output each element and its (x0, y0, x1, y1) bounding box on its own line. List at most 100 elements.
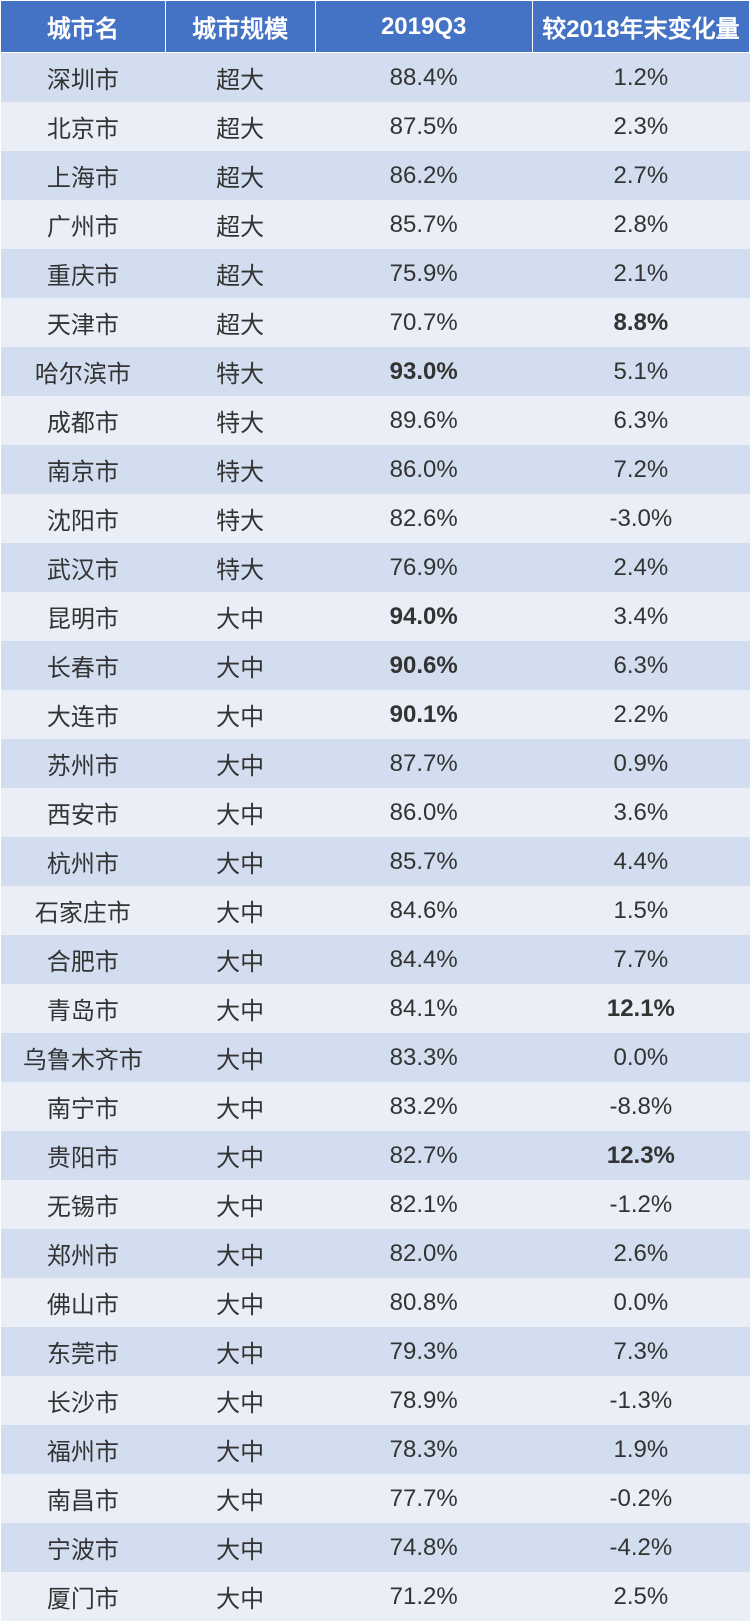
cell-q3: 80.8% (315, 1278, 532, 1327)
table-row: 青岛市大中84.1%12.1% (1, 984, 750, 1033)
cell-change: 2.6% (532, 1229, 749, 1278)
cell-city: 厦门市 (1, 1572, 166, 1621)
cell-city: 天津市 (1, 298, 166, 347)
cell-change: -1.2% (532, 1180, 749, 1229)
cell-q3: 77.7% (315, 1474, 532, 1523)
cell-city: 佛山市 (1, 1278, 166, 1327)
cell-change: 0.9% (532, 739, 749, 788)
cell-change: 2.3% (532, 102, 749, 151)
table-row: 南昌市大中77.7%-0.2% (1, 1474, 750, 1523)
cell-q3: 85.7% (315, 837, 532, 886)
table-row: 石家庄市大中84.6%1.5% (1, 886, 750, 935)
cell-scale: 大中 (165, 739, 315, 788)
table-row: 深圳市超大88.4%1.2% (1, 53, 750, 103)
table-row: 长春市大中90.6%6.3% (1, 641, 750, 690)
cell-scale: 超大 (165, 53, 315, 103)
cell-city: 南宁市 (1, 1082, 166, 1131)
header-change: 较2018年末变化量 (532, 1, 749, 53)
cell-scale: 超大 (165, 249, 315, 298)
table-row: 无锡市大中82.1%-1.2% (1, 1180, 750, 1229)
cell-city: 哈尔滨市 (1, 347, 166, 396)
cell-city: 长沙市 (1, 1376, 166, 1425)
cell-q3: 82.7% (315, 1131, 532, 1180)
cell-scale: 大中 (165, 837, 315, 886)
cell-city: 苏州市 (1, 739, 166, 788)
cell-scale: 超大 (165, 298, 315, 347)
cell-q3: 86.2% (315, 151, 532, 200)
cell-city: 武汉市 (1, 543, 166, 592)
cell-scale: 大中 (165, 984, 315, 1033)
table-row: 成都市特大89.6%6.3% (1, 396, 750, 445)
cell-city: 西安市 (1, 788, 166, 837)
table-row: 杭州市大中85.7%4.4% (1, 837, 750, 886)
cell-change: 2.2% (532, 690, 749, 739)
cell-change: 6.3% (532, 641, 749, 690)
cell-change: -3.0% (532, 494, 749, 543)
cell-change: 1.9% (532, 1425, 749, 1474)
cell-scale: 大中 (165, 1523, 315, 1572)
cell-q3: 85.7% (315, 200, 532, 249)
cell-change: 12.1% (532, 984, 749, 1033)
cell-scale: 大中 (165, 935, 315, 984)
cell-q3: 93.0% (315, 347, 532, 396)
table-row: 贵阳市大中82.7%12.3% (1, 1131, 750, 1180)
table-row: 南京市特大86.0%7.2% (1, 445, 750, 494)
cell-q3: 84.6% (315, 886, 532, 935)
cell-change: 0.0% (532, 1278, 749, 1327)
table-row: 佛山市大中80.8%0.0% (1, 1278, 750, 1327)
cell-change: 0.0% (532, 1033, 749, 1082)
cell-city: 合肥市 (1, 935, 166, 984)
cell-scale: 大中 (165, 886, 315, 935)
cell-q3: 79.3% (315, 1327, 532, 1376)
cell-q3: 94.0% (315, 592, 532, 641)
cell-q3: 71.2% (315, 1572, 532, 1621)
cell-scale: 特大 (165, 445, 315, 494)
cell-change: 1.2% (532, 53, 749, 103)
table-row: 北京市超大87.5%2.3% (1, 102, 750, 151)
cell-scale: 大中 (165, 1327, 315, 1376)
cell-city: 长春市 (1, 641, 166, 690)
cell-city: 东莞市 (1, 1327, 166, 1376)
cell-scale: 大中 (165, 1229, 315, 1278)
cell-city: 沈阳市 (1, 494, 166, 543)
cell-scale: 大中 (165, 1033, 315, 1082)
cell-scale: 大中 (165, 1425, 315, 1474)
cell-scale: 特大 (165, 494, 315, 543)
cell-change: 2.8% (532, 200, 749, 249)
cell-change: 2.5% (532, 1572, 749, 1621)
cell-scale: 大中 (165, 1474, 315, 1523)
cell-change: 6.3% (532, 396, 749, 445)
cell-change: 4.4% (532, 837, 749, 886)
cell-city: 青岛市 (1, 984, 166, 1033)
cell-scale: 特大 (165, 347, 315, 396)
cell-change: 5.1% (532, 347, 749, 396)
header-q3: 2019Q3 (315, 1, 532, 53)
cell-city: 贵阳市 (1, 1131, 166, 1180)
table-row: 大连市大中90.1%2.2% (1, 690, 750, 739)
table-row: 长沙市大中78.9%-1.3% (1, 1376, 750, 1425)
table-row: 哈尔滨市特大93.0%5.1% (1, 347, 750, 396)
cell-q3: 83.2% (315, 1082, 532, 1131)
header-scale: 城市规模 (165, 1, 315, 53)
cell-q3: 75.9% (315, 249, 532, 298)
cell-scale: 超大 (165, 200, 315, 249)
cell-city: 石家庄市 (1, 886, 166, 935)
table-row: 天津市超大70.7%8.8% (1, 298, 750, 347)
cell-scale: 超大 (165, 102, 315, 151)
cell-q3: 86.0% (315, 445, 532, 494)
header-row: 城市名 城市规模 2019Q3 较2018年末变化量 (1, 1, 750, 53)
cell-city: 成都市 (1, 396, 166, 445)
cell-city: 乌鲁木齐市 (1, 1033, 166, 1082)
cell-change: 3.4% (532, 592, 749, 641)
cell-city: 昆明市 (1, 592, 166, 641)
cell-change: 7.3% (532, 1327, 749, 1376)
cell-q3: 87.5% (315, 102, 532, 151)
cell-scale: 大中 (165, 690, 315, 739)
cell-q3: 86.0% (315, 788, 532, 837)
table-row: 郑州市大中82.0%2.6% (1, 1229, 750, 1278)
cell-q3: 87.7% (315, 739, 532, 788)
table-row: 厦门市大中71.2%2.5% (1, 1572, 750, 1621)
cell-city: 郑州市 (1, 1229, 166, 1278)
table-row: 合肥市大中84.4%7.7% (1, 935, 750, 984)
cell-city: 南京市 (1, 445, 166, 494)
